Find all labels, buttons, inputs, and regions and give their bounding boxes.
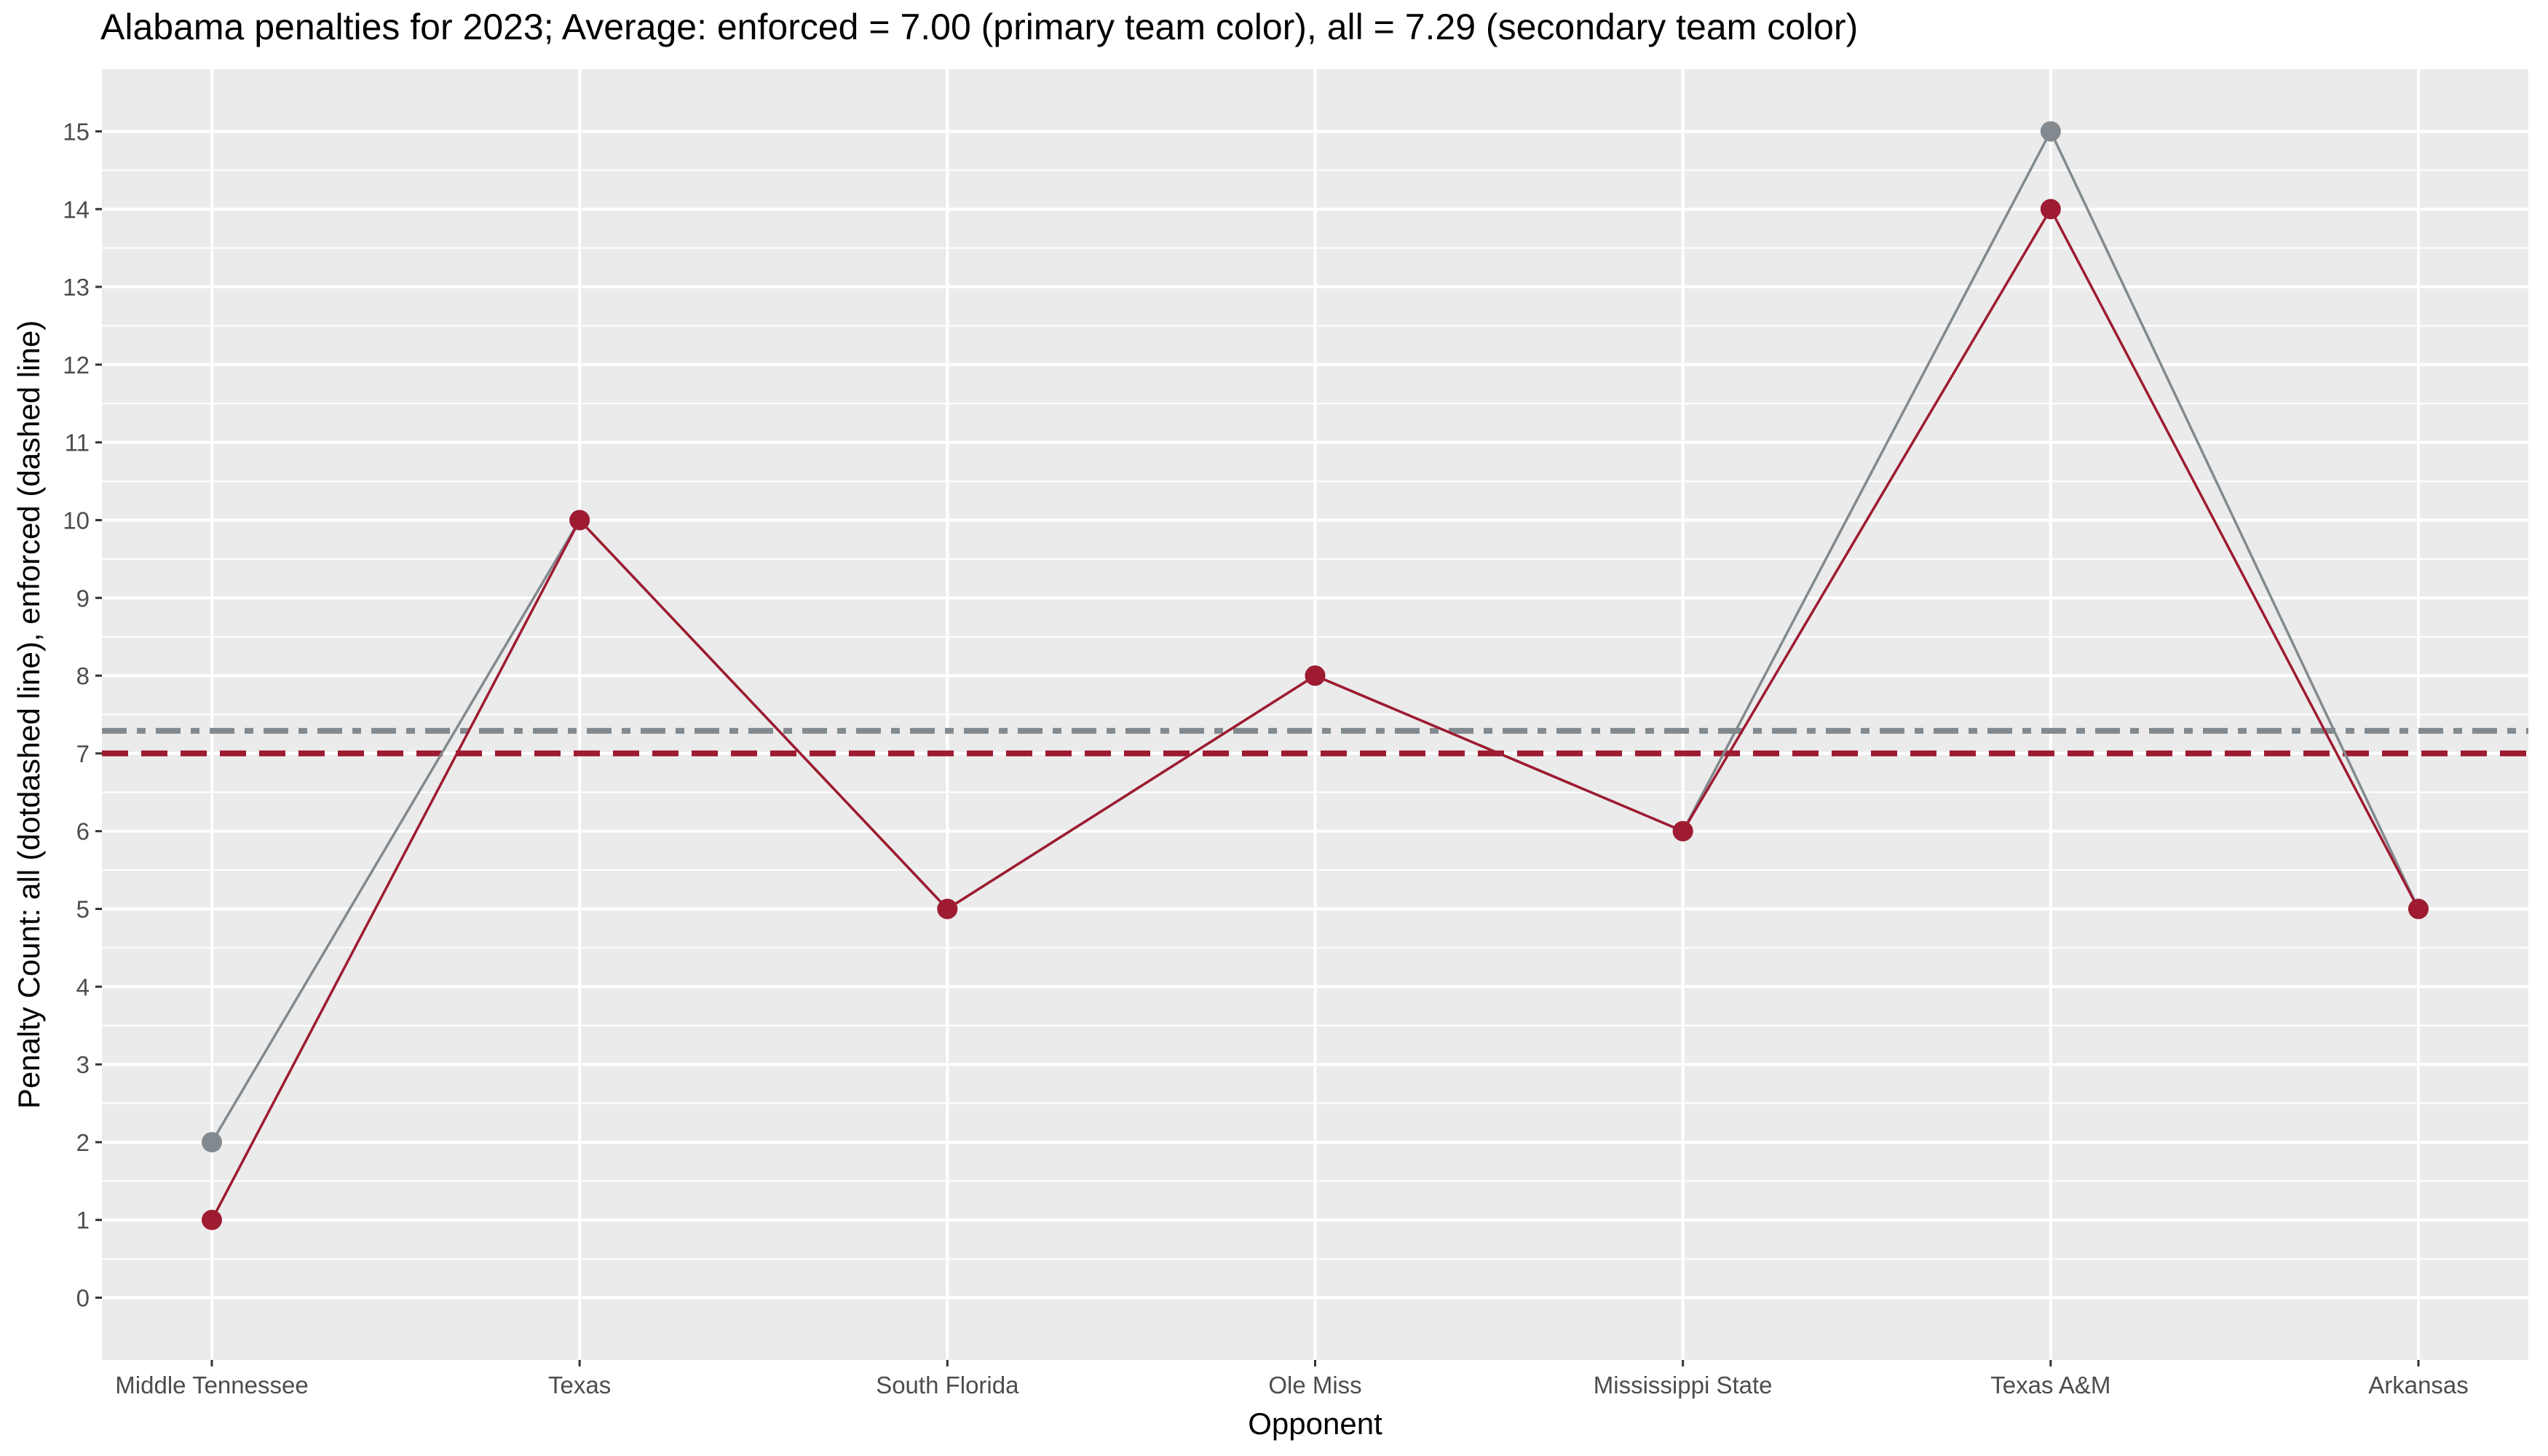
y-tick-label: 13 (63, 274, 90, 301)
y-tick-label: 7 (76, 740, 90, 767)
y-tick-label: 9 (76, 585, 90, 612)
x-tick-label: Arkansas (2368, 1372, 2469, 1398)
y-tick-label: 5 (76, 896, 90, 923)
data-point-all (202, 1131, 222, 1152)
x-tick-label: Texas A&M (1990, 1372, 2110, 1398)
x-axis-title: Opponent (1248, 1406, 1382, 1441)
y-tick-label: 0 (76, 1285, 90, 1312)
y-tick-label: 1 (76, 1207, 90, 1234)
x-tick-label: Middle Tennessee (115, 1372, 308, 1398)
y-tick-label: 10 (63, 507, 90, 534)
chart-title: Alabama penalties for 2023; Average: enf… (100, 7, 1859, 47)
data-point-enforced (2408, 898, 2429, 919)
x-tick-label: South Florida (876, 1372, 1019, 1398)
y-tick-label: 2 (76, 1129, 90, 1156)
x-axis-ticks: Middle Tennessee Texas South Florida Ole Mi… (115, 1360, 2469, 1398)
y-tick-label: 8 (76, 662, 90, 689)
y-axis-title: Penalty Count: all (dotdashed line), enf… (12, 320, 46, 1109)
x-tick-label: Mississippi State (1594, 1372, 1773, 1398)
x-tick-label: Texas (548, 1372, 611, 1398)
data-point-enforced (937, 898, 958, 919)
data-point-enforced (569, 510, 590, 531)
data-point-enforced (1672, 820, 1693, 842)
y-tick-label: 12 (63, 352, 90, 379)
y-tick-label: 15 (63, 118, 90, 145)
average-reference-lines (102, 727, 2528, 756)
y-tick-label: 4 (76, 973, 90, 1000)
y-tick-label: 6 (76, 818, 90, 845)
data-point-all (2040, 121, 2061, 142)
data-point-enforced (202, 1209, 222, 1230)
data-point-enforced (2040, 199, 2061, 220)
x-tick-label: Ole Miss (1268, 1372, 1361, 1398)
y-tick-label: 14 (63, 196, 90, 223)
series-points (202, 121, 2429, 1230)
y-tick-label: 3 (76, 1051, 90, 1078)
data-point-enforced (1305, 665, 1326, 687)
y-tick-label: 11 (65, 430, 90, 456)
